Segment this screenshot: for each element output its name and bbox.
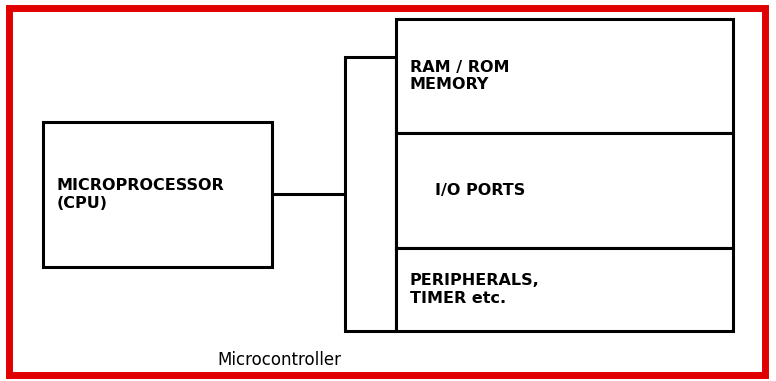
Bar [396,133,733,248]
Text: I/O PORTS: I/O PORTS [435,183,525,198]
Bar [345,57,396,331]
Bar [396,248,733,331]
Bar [43,122,272,267]
Text: Microcontroller: Microcontroller [217,351,341,369]
Text: RAM / ROM
MEMORY: RAM / ROM MEMORY [410,60,509,93]
Bar [396,19,733,133]
Text: MICROPROCESSOR
(CPU): MICROPROCESSOR (CPU) [57,178,224,211]
Text: PERIPHERALS,
TIMER etc.: PERIPHERALS, TIMER etc. [410,273,539,306]
